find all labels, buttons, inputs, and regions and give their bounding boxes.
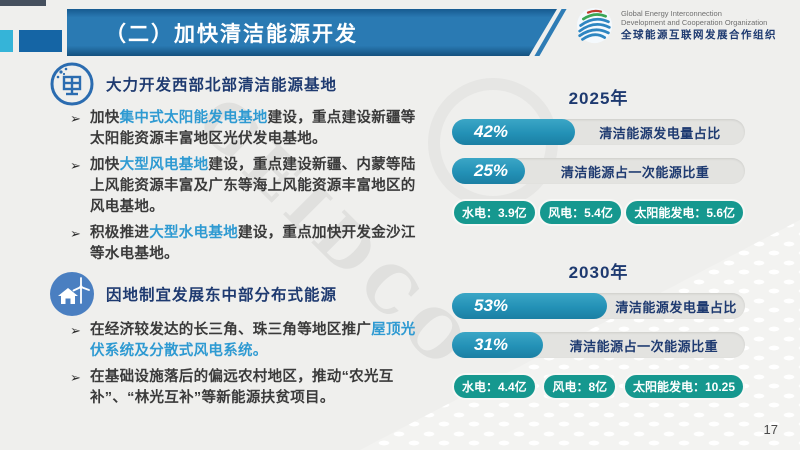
stat-bar-value: 53% bbox=[474, 296, 509, 315]
stat-bar-value: 31% bbox=[474, 335, 509, 354]
status-badge: 风电：5.4亿 bbox=[538, 199, 623, 226]
organization-name: Global Energy Interconnection Developmen… bbox=[621, 9, 777, 42]
status-badge: 水电：4.4亿 bbox=[452, 373, 537, 400]
arrow-bullet-icon: ➢ bbox=[70, 370, 81, 385]
arrow-bullet-icon: ➢ bbox=[70, 158, 81, 173]
page-number: 17 bbox=[763, 422, 778, 437]
bullet-text: 加快大型风电基地建设，重点建设新疆、内蒙等陆上风能资源丰富及广东等海上风能资源丰… bbox=[90, 157, 416, 215]
bullet-text: 加快集中式太阳能发电基地建设，重点建设新疆等太阳能资源丰富地区光伏发电基地。 bbox=[90, 110, 416, 147]
page-title: （二）加快清洁能源开发 bbox=[105, 22, 358, 46]
org-name-en-line2: Development and Cooperation Organization bbox=[621, 18, 768, 28]
list-item: ➢ 在经济较发达的长三角、珠三角等地区推广屋顶光伏系统及分散式风电系统。 bbox=[70, 320, 430, 362]
arrow-bullet-icon: ➢ bbox=[70, 323, 81, 338]
section-title: 因地制宜发展东中部分布式能源 bbox=[106, 287, 338, 304]
stats-badges: 水电：4.4亿 风电：8亿 太阳能发电：10.25 bbox=[452, 373, 745, 400]
stat-bar-label: 清洁能源发电量占比 bbox=[615, 299, 737, 315]
stat-bar-fill: 42% bbox=[452, 119, 576, 145]
list-item: ➢ 积极推进大型水电基地建设，重点加快开发金沙江等水电基地。 bbox=[70, 223, 430, 265]
stat-bar-value: 25% bbox=[474, 161, 509, 180]
org-name-cn: 全球能源互联网发展合作组织 bbox=[621, 28, 777, 41]
arrow-bullet-icon: ➢ bbox=[70, 226, 81, 241]
section-west-north-bases: 大力开发西部北部清洁能源基地 bbox=[48, 60, 337, 108]
stat-bar: 25% 清洁能源占一次能源比重 bbox=[452, 158, 745, 184]
stat-bar-label: 清洁能源占一次能源比重 bbox=[560, 164, 710, 180]
organization-logo-block: Global Energy Interconnection Developmen… bbox=[576, 7, 777, 44]
stat-bar: 42% 清洁能源发电量占比 bbox=[452, 119, 745, 145]
header-navy-square bbox=[19, 30, 62, 52]
list-item: ➢ 在基础设施落后的偏远农村地区，推动“农光互补”、“林光互补”等新能源扶贫项目… bbox=[70, 367, 430, 409]
arrow-bullet-icon: ➢ bbox=[70, 111, 81, 126]
stat-bar-fill: 31% bbox=[452, 332, 543, 358]
org-name-en-line1: Global Energy Interconnection bbox=[621, 9, 722, 19]
bullet-text: 在经济较发达的长三角、珠三角等地区推广屋顶光伏系统及分散式风电系统。 bbox=[90, 322, 416, 359]
stat-bar-fill: 25% bbox=[452, 158, 526, 184]
section-distributed-bullets: ➢ 在经济较发达的长三角、珠三角等地区推广屋顶光伏系统及分散式风电系统。 ➢ 在… bbox=[70, 320, 430, 414]
header-cyan-square bbox=[0, 30, 13, 52]
stat-bar-fill: 53% bbox=[452, 293, 608, 319]
section-title: 大力开发西部北部清洁能源基地 bbox=[106, 77, 338, 94]
stat-bar-label: 清洁能源占一次能源比重 bbox=[569, 338, 719, 354]
stats-2025: 2025年 42% 清洁能源发电量占比 25% 清洁能源占一次能源比重 水电：3… bbox=[452, 84, 745, 226]
list-item: ➢ 加快大型风电基地建设，重点建设新疆、内蒙等陆上风能资源丰富及广东等海上风能资… bbox=[70, 155, 430, 218]
section-distributed-energy: 因地制宜发展东中部分布式能源 bbox=[48, 270, 337, 318]
solar-panel-icon bbox=[50, 62, 94, 106]
globe-logo-icon bbox=[576, 7, 613, 44]
status-badge: 太阳能发电：5.6亿 bbox=[624, 199, 745, 226]
stat-bar: 53% 清洁能源发电量占比 bbox=[452, 293, 745, 319]
list-item: ➢ 加快集中式太阳能发电基地建设，重点建设新疆等太阳能资源丰富地区光伏发电基地。 bbox=[70, 108, 430, 150]
status-badge: 水电：3.9亿 bbox=[452, 199, 537, 226]
stats-year-label: 2030年 bbox=[568, 263, 629, 282]
status-badge: 风电：8亿 bbox=[542, 373, 618, 400]
stats-2030: 2030年 53% 清洁能源发电量占比 31% 清洁能源占一次能源比重 水电：4… bbox=[452, 258, 745, 400]
status-badge: 太阳能发电：10.25 bbox=[622, 373, 745, 400]
bullet-text: 积极推进大型水电基地建设，重点加快开发金沙江等水电基地。 bbox=[90, 225, 416, 262]
top-corner-strip bbox=[0, 0, 46, 6]
stat-bar-value: 42% bbox=[474, 122, 509, 141]
house-wind-turbine-icon bbox=[50, 272, 94, 316]
stats-year-label: 2025年 bbox=[568, 89, 629, 108]
header-banner: （二）加快清洁能源开发 bbox=[67, 9, 557, 56]
bullet-text: 在基础设施落后的偏远农村地区，推动“农光互补”、“林光互补”等新能源扶贫项目。 bbox=[90, 369, 394, 406]
stat-bar-label: 清洁能源发电量占比 bbox=[599, 125, 721, 141]
stats-badges: 水电：3.9亿 风电：5.4亿 太阳能发电：5.6亿 bbox=[452, 199, 745, 226]
stat-bar: 31% 清洁能源占一次能源比重 bbox=[452, 332, 745, 358]
section-west-north-bullets: ➢ 加快集中式太阳能发电基地建设，重点建设新疆等太阳能资源丰富地区光伏发电基地。… bbox=[70, 108, 430, 270]
